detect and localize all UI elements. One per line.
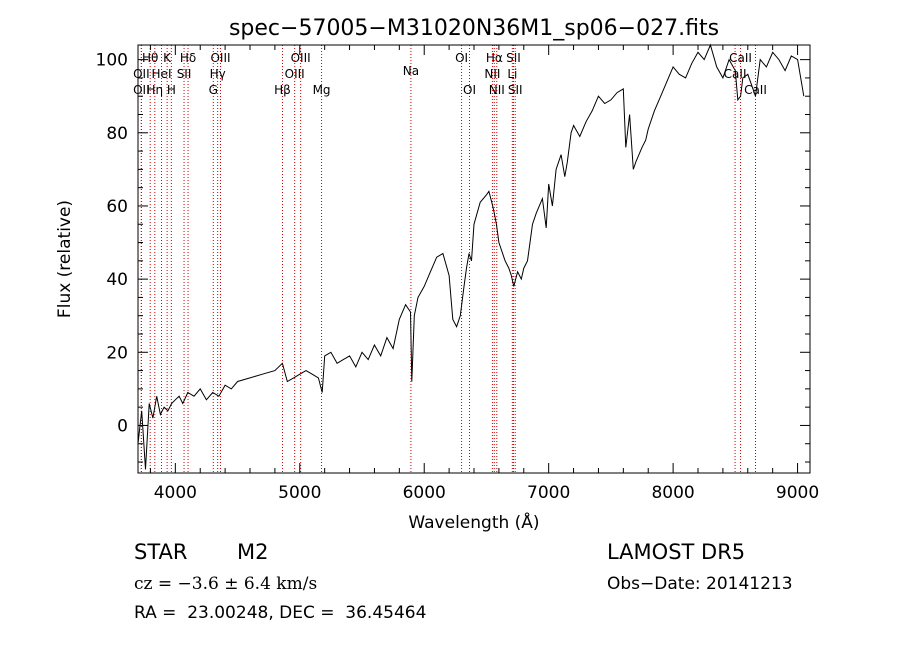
line-marker-label: Hθ bbox=[142, 51, 158, 65]
line-marker-label: Hγ bbox=[210, 67, 226, 81]
object-class: STAR bbox=[134, 540, 188, 564]
y-tick-label: 20 bbox=[106, 343, 128, 363]
spectrum-line bbox=[137, 43, 805, 470]
line-marker-label: SII bbox=[177, 67, 192, 81]
line-marker-label: H bbox=[167, 83, 176, 97]
line-marker-label: CaII bbox=[724, 67, 747, 81]
redshift-cz: cz = −3.6 ± 6.4 km/s bbox=[134, 574, 318, 594]
ra-dec: RA = 23.00248, DEC = 36.45464 bbox=[134, 603, 427, 623]
line-marker-label: CaII bbox=[729, 51, 752, 65]
survey-name: LAMOST DR5 bbox=[607, 540, 746, 564]
y-tick-label: 40 bbox=[106, 270, 128, 290]
y-tick-label: 80 bbox=[106, 124, 128, 144]
x-tick-label: 9000 bbox=[776, 483, 819, 503]
line-marker-label: Na bbox=[403, 64, 419, 78]
x-tick-label: 6000 bbox=[403, 483, 446, 503]
y-tick-label: 60 bbox=[106, 197, 128, 217]
line-marker-label: SII bbox=[506, 51, 521, 65]
line-marker-label: OI bbox=[463, 83, 476, 97]
x-axis-label: Wavelength (Å) bbox=[408, 511, 539, 533]
line-marker-label: G bbox=[209, 83, 218, 97]
plot-frame bbox=[137, 44, 811, 474]
chart-title: spec−57005−M31020N36M1_sp06−027.fits bbox=[229, 16, 719, 41]
x-tick-label: 4000 bbox=[154, 483, 197, 503]
y-axis-label: Flux (relative) bbox=[55, 200, 75, 318]
line-marker-label: OII bbox=[133, 67, 150, 81]
line-marker-label: Mg bbox=[313, 83, 331, 97]
line-marker-label: NII bbox=[489, 83, 505, 97]
line-marker-label: Li bbox=[507, 67, 517, 81]
line-marker-label: HeI bbox=[152, 67, 172, 81]
line-marker-label: CaII bbox=[744, 83, 767, 97]
x-tick-label: 7000 bbox=[527, 483, 570, 503]
line-marker-label: Hδ bbox=[180, 51, 196, 65]
line-marker-label: OI bbox=[455, 51, 468, 65]
line-marker-label: NII bbox=[484, 67, 500, 81]
x-tick-label: 5000 bbox=[278, 483, 321, 503]
line-marker-label: Hβ bbox=[274, 83, 291, 97]
line-marker-label: OIII bbox=[285, 67, 305, 81]
line-marker-label: Hη bbox=[146, 83, 163, 97]
line-marker-label: Hα bbox=[486, 51, 503, 65]
line-marker-label: OII bbox=[133, 83, 150, 97]
line-marker-label: SII bbox=[508, 83, 523, 97]
obs-date: Obs−Date: 20141213 bbox=[607, 574, 793, 594]
line-marker-label: OIII bbox=[291, 51, 311, 65]
y-tick-label: 0 bbox=[117, 416, 128, 436]
object-subclass: M2 bbox=[237, 540, 269, 564]
y-tick-label: 100 bbox=[96, 51, 128, 71]
x-tick-label: 8000 bbox=[651, 483, 694, 503]
line-marker-label: OIII bbox=[210, 51, 230, 65]
line-marker-label: K bbox=[163, 51, 172, 65]
axes: 4000 5000 6000 7000 8000 9000 0 20 40 60 80 100 bbox=[96, 45, 819, 503]
